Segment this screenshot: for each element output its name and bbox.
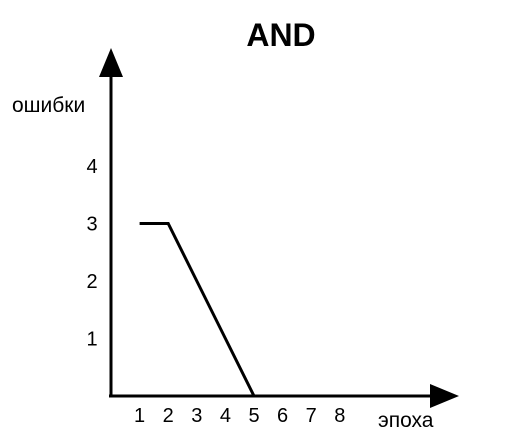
x-tick-label: 5 bbox=[248, 405, 259, 427]
x-tick-label: 1 bbox=[134, 405, 145, 427]
x-tick-label: 8 bbox=[334, 405, 345, 427]
x-tick-label: 3 bbox=[191, 405, 202, 427]
y-axis-label: ошибки bbox=[12, 94, 85, 117]
series-line bbox=[139, 222, 340, 398]
chart-title: AND bbox=[246, 17, 315, 53]
x-axis-label: эпоха bbox=[378, 409, 434, 432]
y-tick-label: 3 bbox=[86, 214, 97, 236]
y-tick-label: 1 bbox=[86, 329, 97, 351]
axes bbox=[99, 48, 459, 408]
y-axis-arrow bbox=[99, 48, 123, 77]
x-tick-label: 7 bbox=[306, 405, 317, 427]
x-tick-label: 2 bbox=[163, 405, 174, 427]
x-axis-arrow bbox=[430, 384, 459, 408]
y-tick-label: 4 bbox=[86, 156, 97, 178]
y-tick-labels: 1 2 3 4 bbox=[86, 156, 97, 351]
y-tick-label: 2 bbox=[86, 271, 97, 293]
x-tick-label: 6 bbox=[277, 405, 288, 427]
x-tick-label: 4 bbox=[220, 405, 231, 427]
series-lines bbox=[139, 222, 340, 398]
